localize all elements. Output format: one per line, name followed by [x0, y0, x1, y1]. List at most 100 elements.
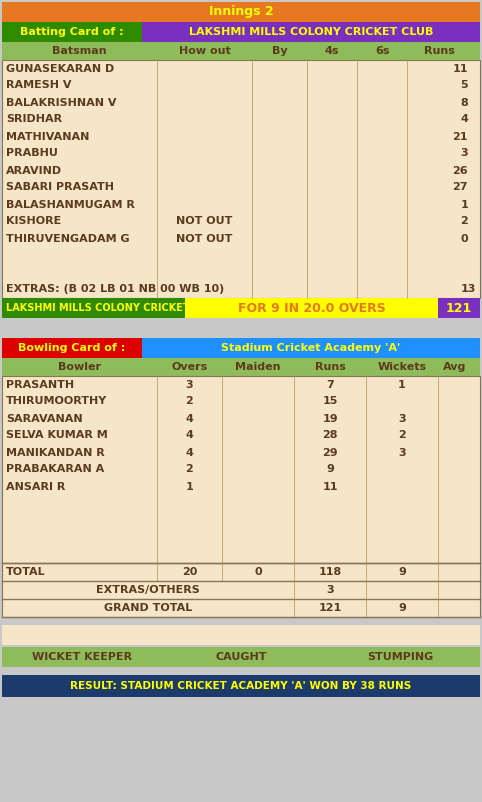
Bar	[2, 281, 480, 298]
Bar	[2, 230, 480, 247]
Text: 20: 20	[182, 567, 197, 577]
Text: 118: 118	[319, 567, 342, 577]
Text: 2: 2	[186, 464, 193, 475]
Text: 29: 29	[322, 448, 338, 457]
Text: RESULT: STADIUM CRICKET ACADEMY 'A' WON BY 38 RUNS: RESULT: STADIUM CRICKET ACADEMY 'A' WON …	[70, 681, 412, 691]
Text: NOT OUT: NOT OUT	[176, 217, 233, 226]
Text: 21: 21	[453, 132, 468, 141]
Text: 4: 4	[186, 431, 193, 440]
Bar	[2, 581, 480, 599]
Bar	[2, 145, 480, 162]
Text: 3: 3	[398, 414, 406, 423]
Text: 4: 4	[186, 448, 193, 457]
Bar	[2, 495, 480, 563]
Text: SARAVANAN: SARAVANAN	[6, 414, 82, 423]
Text: Avg: Avg	[443, 362, 467, 372]
Text: PRABAKARAN A: PRABAKARAN A	[6, 464, 104, 475]
Text: Batting Card of :: Batting Card of :	[20, 27, 124, 37]
Text: GUNASEKARAN D: GUNASEKARAN D	[6, 63, 114, 74]
Text: CAUGHT: CAUGHT	[215, 652, 267, 662]
Text: Runs: Runs	[424, 46, 455, 56]
Text: 4s: 4s	[325, 46, 339, 56]
Text: 19: 19	[322, 414, 338, 423]
Text: How out: How out	[179, 46, 230, 56]
Text: 27: 27	[453, 183, 468, 192]
Text: MANIKANDAN R: MANIKANDAN R	[6, 448, 105, 457]
Bar	[2, 213, 480, 230]
Text: By: By	[272, 46, 287, 56]
Text: GRAND TOTAL: GRAND TOTAL	[104, 603, 192, 613]
Bar	[2, 22, 142, 42]
Bar	[2, 675, 480, 697]
Text: SRIDHAR: SRIDHAR	[6, 115, 62, 124]
Bar	[2, 478, 480, 495]
Bar	[2, 196, 480, 213]
Bar	[185, 298, 438, 318]
Text: 2: 2	[186, 396, 193, 407]
Text: Bowler: Bowler	[58, 362, 101, 372]
Text: THIRUVENGADAM G: THIRUVENGADAM G	[6, 233, 130, 244]
Text: LAKSHMI MILLS COLONY CRICKET C: LAKSHMI MILLS COLONY CRICKET C	[6, 303, 200, 313]
Text: 1: 1	[186, 481, 193, 492]
Bar	[2, 625, 480, 645]
Text: 1: 1	[398, 379, 406, 390]
Bar	[2, 111, 480, 128]
Bar	[2, 2, 480, 22]
Text: 2: 2	[398, 431, 406, 440]
Text: Batsman: Batsman	[52, 46, 107, 56]
Text: 9: 9	[398, 567, 406, 577]
Text: PRABHU: PRABHU	[6, 148, 58, 159]
Bar	[2, 60, 480, 298]
Bar	[2, 94, 480, 111]
Text: Maiden: Maiden	[235, 362, 281, 372]
Bar	[2, 563, 480, 581]
Text: 9: 9	[326, 464, 334, 475]
Text: 3: 3	[460, 148, 468, 159]
Bar	[2, 599, 480, 617]
Text: SELVA KUMAR M: SELVA KUMAR M	[6, 431, 108, 440]
Bar	[2, 410, 480, 427]
Text: FOR 9 IN 20.0 OVERS: FOR 9 IN 20.0 OVERS	[238, 302, 386, 314]
Text: WICKET KEEPER: WICKET KEEPER	[32, 652, 132, 662]
Bar	[2, 247, 480, 281]
Text: Bowling Card of :: Bowling Card of :	[18, 343, 126, 353]
Text: SABARI PRASATH: SABARI PRASATH	[6, 183, 114, 192]
Text: 121: 121	[446, 302, 472, 314]
Bar	[2, 444, 480, 461]
Text: LAKSHMI MILLS COLONY CRICKET CLUB: LAKSHMI MILLS COLONY CRICKET CLUB	[189, 27, 433, 37]
Text: 8: 8	[460, 98, 468, 107]
Text: 121: 121	[319, 603, 342, 613]
Bar	[2, 376, 480, 617]
Bar	[2, 162, 480, 179]
Text: NOT OUT: NOT OUT	[176, 233, 233, 244]
Text: 4: 4	[460, 115, 468, 124]
Bar	[2, 338, 142, 358]
Bar	[2, 393, 480, 410]
Text: Wickets: Wickets	[377, 362, 427, 372]
Bar	[2, 42, 480, 60]
Bar	[2, 298, 185, 318]
Bar	[2, 427, 480, 444]
Text: 11: 11	[453, 63, 468, 74]
Bar	[2, 179, 480, 196]
Text: 15: 15	[322, 396, 338, 407]
Text: EXTRAS/OTHERS: EXTRAS/OTHERS	[96, 585, 200, 595]
Text: ANSARI R: ANSARI R	[6, 481, 66, 492]
Text: 3: 3	[186, 379, 193, 390]
Text: 2: 2	[460, 217, 468, 226]
Text: RAMESH V: RAMESH V	[6, 80, 71, 91]
Text: 13: 13	[461, 285, 476, 294]
Text: 6s: 6s	[375, 46, 389, 56]
Text: 3: 3	[398, 448, 406, 457]
Text: ARAVIND: ARAVIND	[6, 165, 62, 176]
Text: MATHIVANAN: MATHIVANAN	[6, 132, 89, 141]
Text: 0: 0	[460, 233, 468, 244]
Text: Stadium Cricket Academy 'A': Stadium Cricket Academy 'A'	[221, 343, 401, 353]
Text: 3: 3	[326, 585, 334, 595]
Text: 26: 26	[453, 165, 468, 176]
Bar	[2, 128, 480, 145]
Text: 1: 1	[460, 200, 468, 209]
Text: BALASHANMUGAM R: BALASHANMUGAM R	[6, 200, 135, 209]
Text: 28: 28	[322, 431, 338, 440]
Text: Runs: Runs	[315, 362, 346, 372]
